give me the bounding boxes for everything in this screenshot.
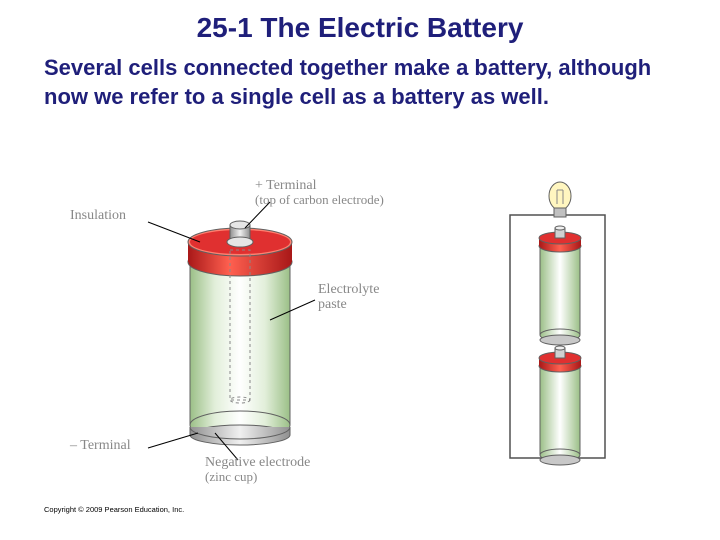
single-cell-diagram <box>90 190 390 480</box>
body-paragraph: Several cells connected together make a … <box>0 44 720 111</box>
figure: Insulation + Terminal (top of carbon ele… <box>90 190 630 480</box>
copyright: Copyright © 2009 Pearson Education, Inc. <box>44 505 184 514</box>
two-cell-circuit <box>490 180 630 480</box>
title-text: 25-1 The Electric Battery <box>197 12 524 43</box>
body-text: Several cells connected together make a … <box>44 55 651 109</box>
label-insulation: Insulation <box>70 208 126 224</box>
label-neg-terminal: – Terminal <box>70 438 131 454</box>
page-title: 25-1 The Electric Battery <box>0 0 720 44</box>
label-neg-electrode: Negative electrode (zinc cup) <box>205 455 310 486</box>
label-terminal: + Terminal (top of carbon electrode) <box>255 178 384 209</box>
label-electrolyte: Electrolyte paste <box>318 282 379 313</box>
